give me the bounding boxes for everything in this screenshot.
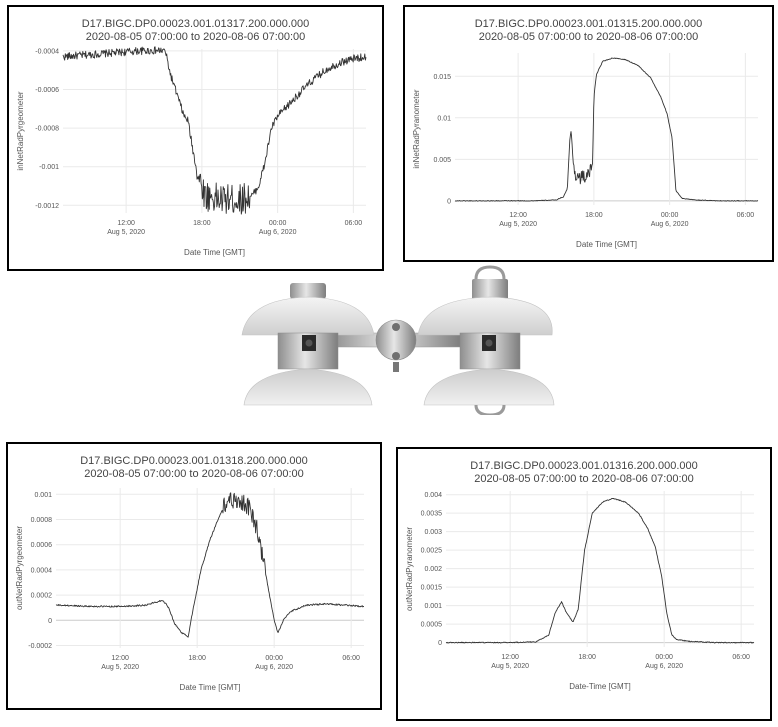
y-tick-label: 0 [48,618,52,625]
series-line [62,46,367,215]
x-tick-label: 00:00 [265,655,283,662]
x-tick-label: 12:00 [509,212,527,219]
sensor-photo [241,265,555,415]
y-tick-label: 0.0025 [421,548,443,555]
x-tick-date-label: Aug 5, 2020 [101,664,139,671]
chart-panel-in-net-rad-pyrgeometer: D17.BIGC.DP0.00023.001.01317.200.000.000… [7,5,384,271]
y-tick-label: -0.0008 [35,126,59,133]
y-tick-label: 0.0015 [421,585,443,592]
y-tick-label: 0.0035 [421,511,443,518]
x-tick-label: 18:00 [578,654,596,661]
chart-subtitle: 2020-08-05 07:00:00 to 2020-08-06 07:00:… [479,31,699,43]
chart-subtitle: 2020-08-05 07:00:00 to 2020-08-06 07:00:… [474,473,694,485]
y-axis-label: outNetRadPyrgeometer [15,526,24,610]
y-tick-label: 0.003 [424,529,442,536]
x-tick-label: 06:00 [342,655,360,662]
x-tick-label: 18:00 [585,212,603,219]
y-tick-label: 0.001 [424,603,442,610]
chart-title: D17.BIGC.DP0.00023.001.01318.200.000.000 [80,455,308,467]
x-tick-label: 06:00 [732,654,750,661]
x-axis-label: Date Time [GMT] [184,248,245,257]
chart-title: D17.BIGC.DP0.00023.001.01315.200.000.000 [475,18,703,30]
series-line [454,57,759,202]
x-tick-label: 12:00 [501,654,519,661]
y-axis-label: inNetRadPyrgeometer [16,91,25,170]
y-tick-label: 0.0002 [31,593,53,600]
y-tick-label: 0.005 [433,157,451,164]
x-tick-date-label: Aug 5, 2020 [107,229,145,236]
y-tick-label: 0.0004 [31,567,53,574]
y-tick-label: 0.0008 [31,517,53,524]
y-tick-label: -0.0006 [35,87,59,94]
y-tick-label: 0.004 [424,492,442,499]
x-tick-date-label: Aug 6, 2020 [255,664,293,671]
y-tick-label: -0.0012 [35,203,59,210]
x-axis-label: Date Time [GMT] [576,240,637,249]
y-tick-label: 0.002 [424,566,442,573]
chart-svg: D17.BIGC.DP0.00023.001.01318.200.000.000… [15,455,364,692]
y-tick-label: 0.0006 [31,542,53,549]
x-tick-date-label: Aug 6, 2020 [651,221,689,228]
x-tick-label: 06:00 [345,220,363,227]
y-tick-label: 0 [447,198,451,205]
x-tick-label: 12:00 [117,220,135,227]
chart-svg: D17.BIGC.DP0.00023.001.01316.200.000.000… [405,460,755,691]
x-tick-label: 00:00 [661,212,679,219]
x-tick-date-label: Aug 5, 2020 [491,663,529,670]
y-tick-label: 0.015 [433,74,451,81]
x-tick-label: 12:00 [111,655,129,662]
x-tick-label: 06:00 [737,212,755,219]
x-tick-label: 00:00 [655,654,673,661]
chart-svg: D17.BIGC.DP0.00023.001.01317.200.000.000… [16,18,367,257]
chart-svg: D17.BIGC.DP0.00023.001.01315.200.000.000… [412,18,759,249]
y-tick-label: 0.01 [437,115,451,122]
series-line [55,492,364,638]
x-tick-label: 00:00 [269,220,287,227]
y-tick-label: 0 [438,640,442,647]
chart-panel-out-net-rad-pyranometer: D17.BIGC.DP0.00023.001.01316.200.000.000… [396,447,772,721]
x-axis-label: Date Time [GMT] [180,683,241,692]
x-tick-label: 18:00 [193,220,211,227]
y-tick-label: 0.0005 [421,622,443,629]
y-axis-label: outNetRadPyranometer [405,527,414,611]
chart-subtitle: 2020-08-05 07:00:00 to 2020-08-06 07:00:… [86,31,306,43]
x-tick-label: 18:00 [188,655,206,662]
y-tick-label: -0.0002 [28,643,52,650]
y-tick-label: 0.001 [34,492,52,499]
y-tick-label: -0.001 [39,164,59,171]
y-axis-label: inNetRadPyranometer [412,89,421,168]
chart-panel-out-net-rad-pyrgeometer: D17.BIGC.DP0.00023.001.01318.200.000.000… [6,442,382,710]
chart-title: D17.BIGC.DP0.00023.001.01316.200.000.000 [470,460,698,472]
x-axis-label: Date-Time [GMT] [569,682,630,691]
y-tick-label: -0.0004 [35,48,59,55]
x-tick-date-label: Aug 6, 2020 [259,229,297,236]
x-tick-date-label: Aug 6, 2020 [645,663,683,670]
chart-subtitle: 2020-08-05 07:00:00 to 2020-08-06 07:00:… [84,468,304,480]
chart-title: D17.BIGC.DP0.00023.001.01317.200.000.000 [82,18,310,30]
series-line [445,497,755,644]
x-tick-date-label: Aug 5, 2020 [499,221,537,228]
chart-panel-in-net-rad-pyranometer: D17.BIGC.DP0.00023.001.01315.200.000.000… [403,5,774,262]
